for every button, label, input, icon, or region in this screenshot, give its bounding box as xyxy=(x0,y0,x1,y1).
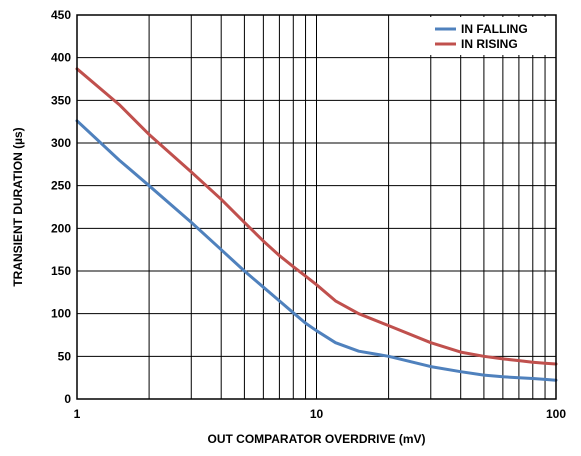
series-line-in-rising xyxy=(75,67,558,366)
y-tick-label: 450 xyxy=(51,8,71,22)
x-axis-ticks: 1 10 100 xyxy=(74,407,567,421)
y-tick-label: 350 xyxy=(51,93,71,107)
x-tick-label: 100 xyxy=(546,407,566,421)
x-tick-label: 10 xyxy=(310,407,324,421)
y-tick-label: 250 xyxy=(51,179,71,193)
x-axis-label: OUT COMPARATOR OVERDRIVE (mV) xyxy=(207,432,425,446)
y-axis-label: TRANSIENT DURATION (µs) xyxy=(11,127,25,286)
legend-box xyxy=(430,17,554,55)
y-tick-label: 100 xyxy=(51,307,71,321)
y-tick-label: 200 xyxy=(51,221,71,235)
legend-label-in-falling: IN FALLING xyxy=(461,22,528,36)
x-tick-label: 1 xyxy=(74,407,81,421)
y-tick-label: 150 xyxy=(51,264,71,278)
y-tick-label: 300 xyxy=(51,136,71,150)
series-line-in-falling xyxy=(75,119,558,382)
grid xyxy=(77,15,556,399)
legend-label-in-rising: IN RISING xyxy=(461,37,518,51)
series-lines xyxy=(75,67,558,382)
y-tick-label: 50 xyxy=(58,349,72,363)
plot-area-frame xyxy=(76,14,557,400)
y-axis-ticks: 0 50 100 150 200 250 300 350 400 450 xyxy=(51,8,71,406)
legend: IN FALLING IN RISING xyxy=(430,17,554,55)
y-tick-label: 0 xyxy=(64,392,71,406)
y-tick-label: 400 xyxy=(51,51,71,65)
